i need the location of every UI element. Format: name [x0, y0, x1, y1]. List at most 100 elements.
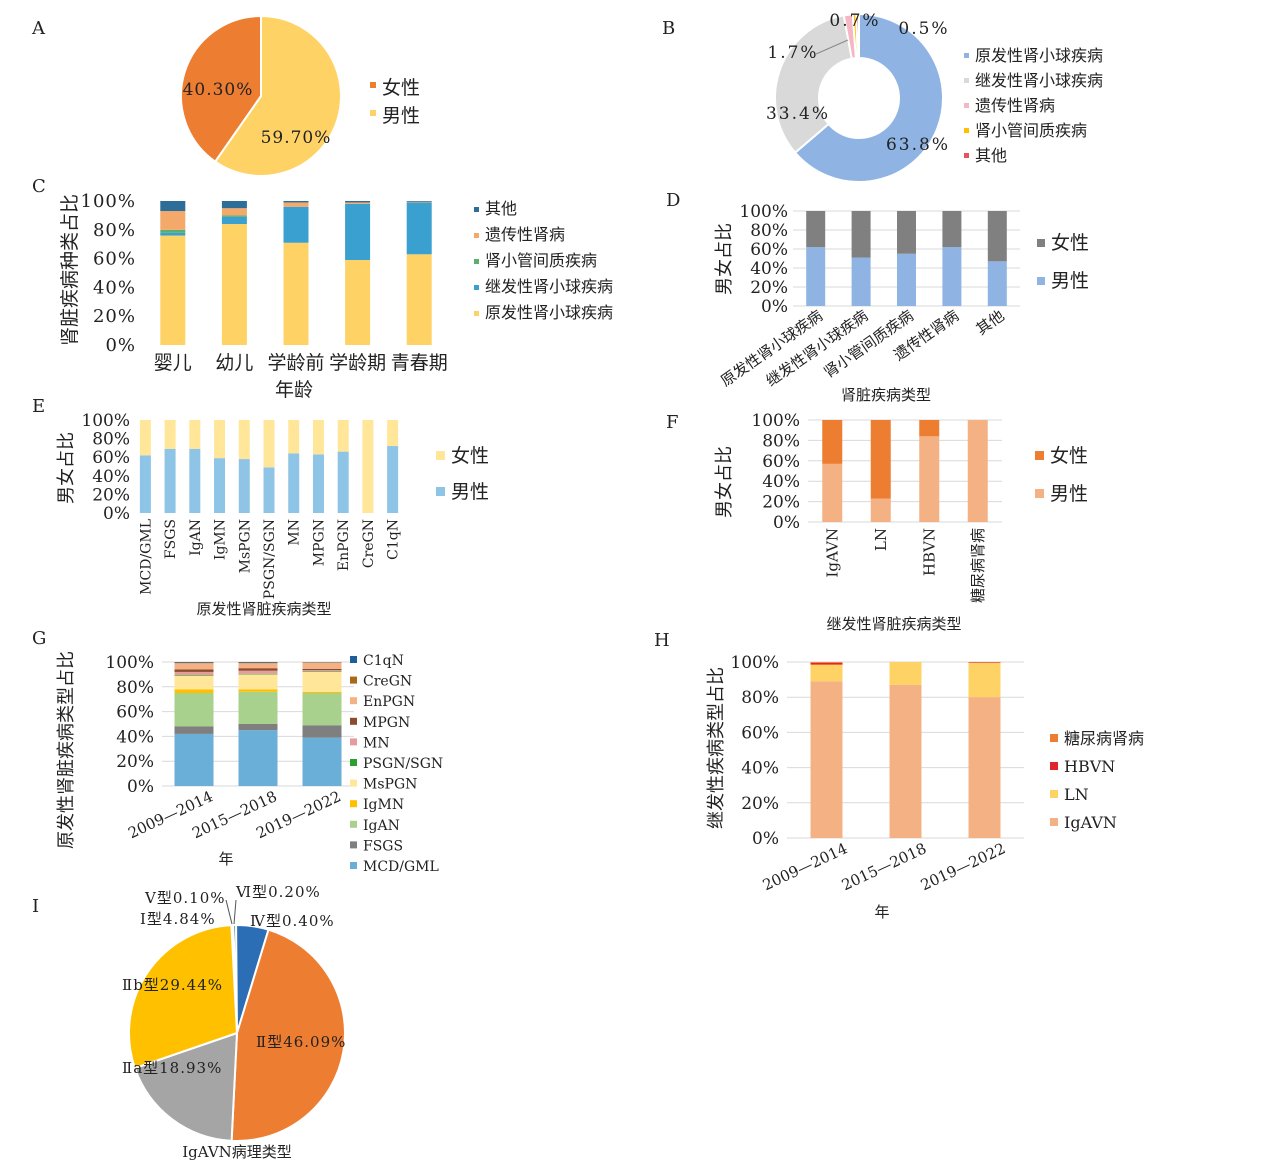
x-tick-label: 婴儿 [154, 352, 192, 374]
legend-label: 男性 [1050, 483, 1088, 505]
y-tick-label: 0% [105, 335, 136, 356]
y-tick-label: 100% [751, 411, 800, 431]
bar-segment [919, 436, 940, 522]
legend-marker [370, 82, 376, 88]
y-axis-label: 原发性肾脏疾病类型占比 [56, 651, 77, 849]
panel-letter-E: E [32, 396, 45, 417]
pie-slice-0 [793, 12, 944, 183]
panel-F-chart: 0%20%40%60%80%100% IgAVN LN HBVN 糖尿病肾病继发性肾脏疾… [714, 411, 1088, 633]
y-axis-label: 男女占比 [56, 432, 77, 504]
x-tick-label: LN [872, 528, 890, 551]
x-tick-label: 幼儿 [215, 352, 253, 374]
x-tick-label: 2019—2022 [918, 839, 1008, 894]
x-tick-label: 学龄前 [267, 352, 324, 374]
y-tick-label: 20% [116, 752, 154, 772]
legend-marker [474, 285, 479, 290]
bar-segment [221, 215, 247, 217]
bar-segment [810, 664, 843, 682]
legend-marker [1050, 790, 1058, 798]
bar-segment [406, 202, 432, 255]
bar-segment [387, 420, 399, 447]
y-tick-label: 60% [93, 249, 136, 270]
legend-marker [964, 103, 969, 108]
bar-segment [238, 691, 278, 724]
x-axis-label: 年龄 [275, 379, 313, 401]
bar-segment [345, 260, 371, 345]
donut-label-2: 1.7% [767, 43, 818, 63]
bar-segment [164, 448, 176, 513]
legend-marker [474, 311, 479, 316]
bar-segment [164, 420, 176, 449]
bar-segment [870, 498, 891, 522]
x-axis-label: 继发性肾脏疾病类型 [826, 615, 961, 633]
y-tick-label: 40% [741, 759, 779, 779]
bar-segment [221, 201, 247, 209]
bar-segment [810, 662, 843, 665]
legend-marker [350, 759, 357, 766]
bar-segment [302, 671, 342, 672]
y-tick-label: 100% [739, 202, 788, 222]
bar-segment [174, 669, 214, 672]
pie-label-female: 40.30% [183, 80, 254, 100]
panel-letter-A: A [31, 18, 46, 39]
bar-segment [238, 689, 278, 692]
legend-label: 其他 [975, 146, 1007, 165]
y-tick-label: 100% [81, 411, 130, 431]
x-tick-label: IgMN [213, 519, 229, 560]
bar-segment [822, 463, 843, 522]
panel-B-donut: 63.8% 33.4% 1.7% 0.7% 0.5% [766, 11, 950, 183]
legend-marker [350, 820, 357, 828]
legend-label: MsPGN [363, 777, 417, 793]
pie-slice-0 [180, 14, 262, 163]
x-tick-label: IgAVN [823, 528, 841, 578]
bar-segment [238, 668, 278, 671]
bar-segment [968, 662, 1001, 663]
leader-line [225, 899, 233, 925]
donut-label-3: 0.7% [829, 11, 880, 31]
y-tick-label: 60% [741, 723, 779, 743]
panel-letter-B: B [662, 18, 675, 39]
pie-label-male: 59.70% [261, 128, 332, 148]
legend-label: 遗传性肾病 [485, 225, 565, 244]
bar-segment [221, 216, 247, 225]
legend-label: 继发性肾小球疾病 [485, 277, 613, 296]
pie-slice-1 [230, 928, 346, 1142]
legend-label: IgAN [363, 818, 400, 834]
legend-marker [1050, 818, 1058, 826]
bar-segment [942, 247, 962, 306]
y-tick-label: 100% [105, 653, 154, 673]
bar-segment [238, 724, 278, 731]
bar-segment [810, 662, 843, 663]
y-tick-label: 80% [762, 431, 800, 451]
x-tick-label: 学龄期 [329, 352, 386, 374]
legend-marker [350, 779, 357, 787]
bar-segment [345, 203, 371, 261]
y-tick-label: 0% [773, 513, 800, 533]
y-tick-label: 60% [762, 452, 800, 472]
legend-marker [1050, 762, 1058, 770]
y-tick-label: 0% [761, 297, 788, 317]
donut-label-0: 63.8% [886, 135, 950, 155]
bar-segment [302, 691, 342, 693]
y-tick-label: 40% [762, 472, 800, 492]
bar-segment [238, 674, 278, 690]
bar-segment [214, 458, 226, 513]
bar-segment [238, 662, 278, 663]
pie-slice-4 [855, 12, 860, 60]
bar-segment [189, 448, 201, 513]
legend-label: 男性 [382, 105, 420, 127]
legend-label: 原发性肾小球疾病 [485, 303, 613, 322]
x-axis-label: IgAVN病理类型 [182, 1143, 292, 1161]
legend-marker [350, 738, 357, 746]
bar-segment [337, 451, 349, 513]
bar-segment [174, 689, 214, 693]
x-tick-label: 青春期 [391, 352, 448, 374]
legend-marker [964, 78, 969, 83]
x-axis-label: 年 [874, 903, 889, 921]
panel-letter-F: F [666, 412, 679, 433]
panel-I-pie: Ⅰ型4.84% Ⅱ型46.09% Ⅱa型18.93% Ⅱb型29.44% Ⅴ型0.10%… [122, 883, 346, 1161]
bar-segment [897, 253, 916, 306]
x-axis-label: 原发性肾脏疾病类型 [196, 600, 331, 618]
bar-segment [337, 420, 349, 452]
